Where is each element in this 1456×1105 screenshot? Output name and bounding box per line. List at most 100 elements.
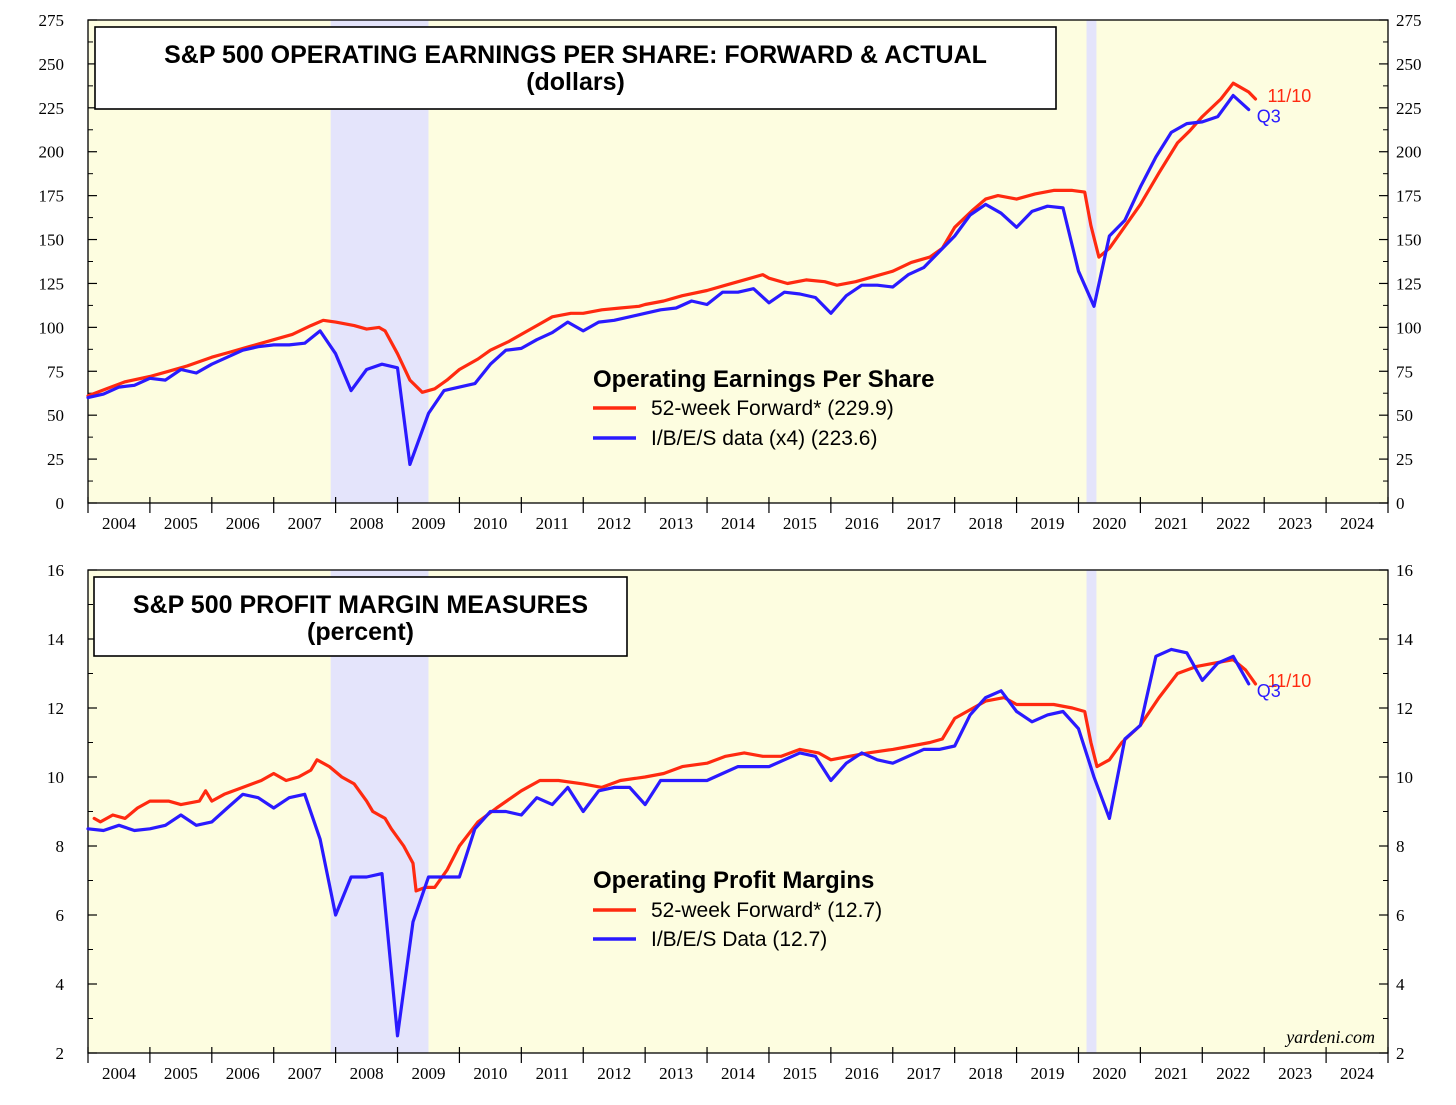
series-line-forward [86, 81, 1258, 398]
x-tick-label: 2009 [411, 514, 445, 533]
y-tick-label-left: 25 [47, 450, 64, 469]
x-tick-label: 2007 [288, 1064, 323, 1083]
y-tick-label-right: 150 [1396, 231, 1422, 250]
series-end-label: Q3 [1257, 107, 1281, 127]
y-tick-label-right: 12 [1396, 699, 1413, 718]
x-tick-label: 2020 [1092, 1064, 1126, 1083]
y-tick-label-right: 250 [1396, 55, 1422, 74]
y-tick-label-left: 12 [47, 699, 64, 718]
x-tick-label: 2022 [1216, 1064, 1250, 1083]
x-tick-label: 2024 [1340, 514, 1375, 533]
x-tick-label: 2023 [1278, 514, 1312, 533]
y-tick-label-right: 14 [1396, 630, 1414, 649]
x-tick-label: 2005 [164, 1064, 198, 1083]
y-tick-label-left: 10 [47, 768, 64, 787]
y-tick-label-right: 0 [1396, 494, 1405, 513]
x-tick-label: 2010 [473, 1064, 507, 1083]
x-tick-label: 2011 [536, 1064, 569, 1083]
y-tick-label-left: 250 [39, 55, 65, 74]
y-tick-label-right: 100 [1396, 318, 1422, 337]
y-tick-label-left: 275 [39, 11, 65, 30]
recession-band [1086, 570, 1097, 1053]
legend-entry: I/B/E/S data (x4) (223.6) [651, 427, 877, 450]
x-tick-label: 2015 [783, 1064, 817, 1083]
x-tick-label: 2004 [102, 514, 137, 533]
x-tick-label: 2016 [845, 1064, 879, 1083]
x-tick-label: 2013 [659, 514, 693, 533]
y-tick-label-left: 6 [56, 906, 65, 925]
chart-title-box [94, 26, 1057, 110]
series-line-forward [92, 658, 1258, 893]
y-tick-label-right: 8 [1396, 837, 1405, 856]
series-end-label: 11/10 [1268, 86, 1312, 106]
x-tick-label: 2005 [164, 514, 198, 533]
x-tick-label: 2016 [845, 514, 879, 533]
chart-subtitle: (percent) [307, 618, 414, 646]
y-tick-label-right: 50 [1396, 406, 1413, 425]
chart-title: S&P 500 OPERATING EARNINGS PER SHARE: FO… [164, 41, 987, 69]
y-tick-label-left: 100 [39, 318, 65, 337]
y-tick-label-left: 4 [56, 975, 65, 994]
x-tick-label: 2018 [969, 514, 1003, 533]
x-tick-label: 2008 [350, 514, 384, 533]
x-tick-label: 2004 [102, 1064, 137, 1083]
x-tick-label: 2012 [597, 1064, 631, 1083]
series-end-label: 11/10 [1268, 671, 1312, 691]
x-tick-label: 2019 [1031, 514, 1065, 533]
x-tick-label: 2006 [226, 514, 260, 533]
x-tick-label: 2006 [226, 1064, 260, 1083]
x-tick-label: 2014 [721, 514, 756, 533]
y-tick-label-left: 8 [56, 837, 65, 856]
x-tick-label: 2013 [659, 1064, 693, 1083]
x-tick-label: 2022 [1216, 514, 1250, 533]
y-tick-label-right: 125 [1396, 274, 1422, 293]
source-credit: yardeni.com [1284, 1027, 1375, 1047]
x-tick-label: 2010 [473, 514, 507, 533]
y-tick-label-right: 275 [1396, 11, 1422, 30]
y-tick-label-left: 75 [47, 362, 64, 381]
y-tick-label-right: 225 [1396, 99, 1422, 118]
y-tick-label-right: 75 [1396, 362, 1413, 381]
x-tick-label: 2017 [907, 514, 942, 533]
x-tick-label: 2017 [907, 1064, 942, 1083]
legend-entry: 52-week Forward* (229.9) [651, 397, 894, 420]
y-tick-label-left: 0 [56, 494, 65, 513]
y-tick-label-left: 200 [39, 143, 65, 162]
y-tick-label-left: 50 [47, 406, 64, 425]
x-tick-label: 2015 [783, 514, 817, 533]
margin-chart-panel: 2 2 4 4 6 6 8 8 10 10 12 12 14 14 16 16 2004 2005 2006 2007… [47, 561, 1414, 1083]
y-tick-label-right: 4 [1396, 975, 1405, 994]
x-tick-label: 2007 [288, 514, 323, 533]
legend-title: Operating Profit Margins [593, 867, 874, 894]
y-tick-label-right: 2 [1396, 1044, 1405, 1063]
x-tick-label: 2021 [1154, 514, 1188, 533]
series-line-ibes [86, 93, 1251, 466]
x-tick-label: 2014 [721, 1064, 756, 1083]
y-tick-label-left: 225 [39, 99, 65, 118]
legend-entry: I/B/E/S Data (12.7) [651, 928, 827, 951]
x-tick-label: 2008 [350, 1064, 384, 1083]
series-end-label: Q3 [1257, 681, 1281, 701]
y-tick-label-left: 125 [39, 274, 65, 293]
legend-title: Operating Earnings Per Share [593, 366, 934, 393]
recession-band [1086, 20, 1097, 503]
y-tick-label-left: 16 [47, 561, 64, 580]
x-tick-label: 2024 [1340, 1064, 1375, 1083]
x-tick-label: 2009 [411, 1064, 445, 1083]
series-line-ibes [86, 647, 1251, 1038]
y-tick-label-left: 175 [39, 187, 65, 206]
x-tick-label: 2019 [1031, 1064, 1065, 1083]
chart-subtitle: (dollars) [526, 68, 625, 96]
x-tick-label: 2011 [536, 514, 569, 533]
x-tick-label: 2021 [1154, 1064, 1188, 1083]
x-tick-label: 2018 [969, 1064, 1003, 1083]
x-tick-label: 2023 [1278, 1064, 1312, 1083]
y-tick-label-left: 2 [56, 1044, 65, 1063]
legend-entry: 52-week Forward* (12.7) [651, 899, 882, 922]
y-tick-label-right: 200 [1396, 143, 1422, 162]
chart-title-box [93, 576, 628, 657]
y-tick-label-left: 150 [39, 231, 65, 250]
y-tick-label-right: 175 [1396, 187, 1422, 206]
y-tick-label-right: 6 [1396, 906, 1405, 925]
y-tick-label-right: 25 [1396, 450, 1413, 469]
